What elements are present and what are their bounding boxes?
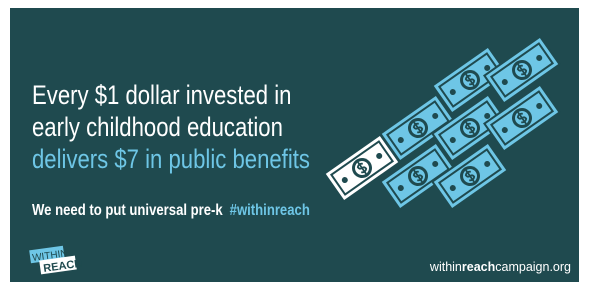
url-prefix: within [429, 260, 462, 274]
tagline: We need to put universal pre-k #withinre… [32, 202, 310, 219]
url-bold: reach [462, 260, 495, 274]
headline-highlight: delivers $7 in public benefits [32, 145, 310, 175]
card: Every $1 dollar invested in early childh… [0, 0, 589, 290]
page: Every $1 dollar invested in early childh… [0, 0, 589, 290]
headline-line: Every $1 dollar invested in [32, 81, 291, 111]
headline: Every $1 dollar invested in early childh… [32, 81, 310, 175]
headline-line: early childhood education [32, 113, 283, 143]
url: withinreachcampaign.org [429, 260, 571, 274]
tagline-hashtag: #withinreach [230, 202, 310, 219]
url-suffix: campaign.org [495, 260, 571, 274]
tagline-text: We need to put universal pre-k [32, 202, 223, 219]
